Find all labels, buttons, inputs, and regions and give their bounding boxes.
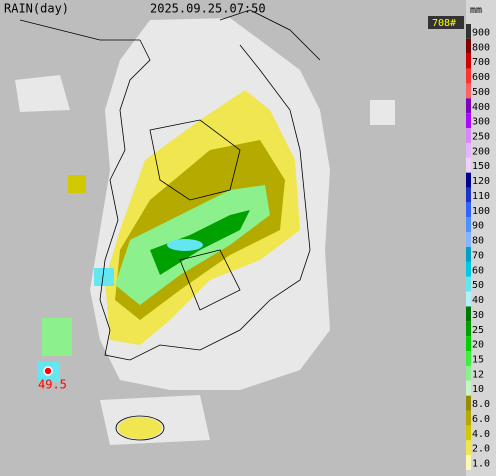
count-box: [428, 16, 464, 29]
legend-swatch: [466, 83, 471, 99]
legend-label: 900: [472, 27, 490, 38]
legend-swatch: [466, 157, 471, 173]
legend-swatch: [466, 128, 471, 143]
legend-label: 4.0: [472, 429, 490, 440]
legend-swatch: [466, 365, 471, 381]
coverage-island: [370, 100, 395, 125]
legend-swatch: [466, 142, 471, 158]
legend-label: 700: [472, 57, 490, 68]
timestamp: 2025.09.25.07:50: [150, 2, 266, 16]
legend-label: 120: [472, 176, 490, 187]
legend-label: 800: [472, 42, 490, 53]
legend-swatch: [466, 291, 471, 307]
legend-label: 200: [472, 146, 490, 157]
legend-swatch: [466, 202, 471, 218]
legend-label: 30: [472, 310, 484, 321]
legend-label: 400: [472, 102, 490, 113]
legend-label: 15: [472, 355, 484, 366]
coastline: [19, 9, 321, 441]
legend-label: 8.0: [472, 399, 490, 410]
legend-swatch: [466, 53, 471, 69]
legend-label: 40: [472, 295, 484, 306]
legend-label: 70: [472, 250, 484, 261]
legend-label: 6.0: [472, 414, 490, 425]
legend-label: 90: [472, 221, 484, 232]
legend-swatch: [466, 380, 471, 396]
legend-swatch: [466, 68, 471, 84]
legend-label: 50: [472, 280, 484, 291]
legend-label: 10: [472, 384, 484, 395]
legend-swatch: [466, 247, 471, 262]
legend-swatch: [466, 440, 471, 456]
unit-label: mm: [470, 5, 482, 16]
legend-label: 2.0: [472, 444, 490, 455]
legend-swatch: [466, 187, 471, 203]
station-marker: [43, 366, 53, 376]
legend-swatch: [466, 98, 471, 114]
rain-cell: [94, 268, 114, 286]
legend-swatch: [466, 276, 471, 292]
legend-label: 25: [472, 325, 484, 336]
legend-label: 300: [472, 117, 490, 128]
product-label: RAIN(day): [4, 2, 69, 16]
legend-swatch: [466, 410, 471, 426]
rain-jeju: [118, 417, 162, 439]
station-value: 49.5: [38, 378, 67, 392]
legend-swatch: [466, 261, 471, 277]
coverage-west: [15, 75, 70, 112]
legend-label: 100: [472, 206, 490, 217]
legend-swatch: [466, 232, 471, 247]
legend-swatch: [466, 306, 471, 322]
legend-swatch: [466, 24, 471, 39]
legend-label: 12: [472, 369, 484, 380]
legend-swatch: [466, 455, 471, 470]
legend-label: 500: [472, 87, 490, 98]
legend-swatch: [466, 172, 471, 188]
legend-label: 600: [472, 72, 490, 83]
rain-cell: [68, 175, 86, 193]
legend-label: 20: [472, 340, 484, 351]
legend-label: 1.0: [472, 459, 490, 470]
legend-label: 80: [472, 236, 484, 247]
count-label: 708#: [432, 18, 456, 29]
legend-swatch: [466, 351, 471, 366]
legend-swatch: [466, 321, 471, 337]
rain-cell: [42, 318, 72, 356]
legend-swatch: [466, 113, 471, 129]
legend-label: 60: [472, 265, 484, 276]
legend-swatch: [466, 217, 471, 233]
legend-label: 110: [472, 191, 490, 202]
legend-swatch: [466, 425, 471, 441]
legend-swatch: [466, 336, 471, 352]
legend-swatch: [466, 38, 471, 54]
rain-core: [167, 239, 203, 251]
legend-swatch: [466, 395, 471, 411]
legend-label: 250: [472, 132, 490, 143]
legend-label: 150: [472, 161, 490, 172]
